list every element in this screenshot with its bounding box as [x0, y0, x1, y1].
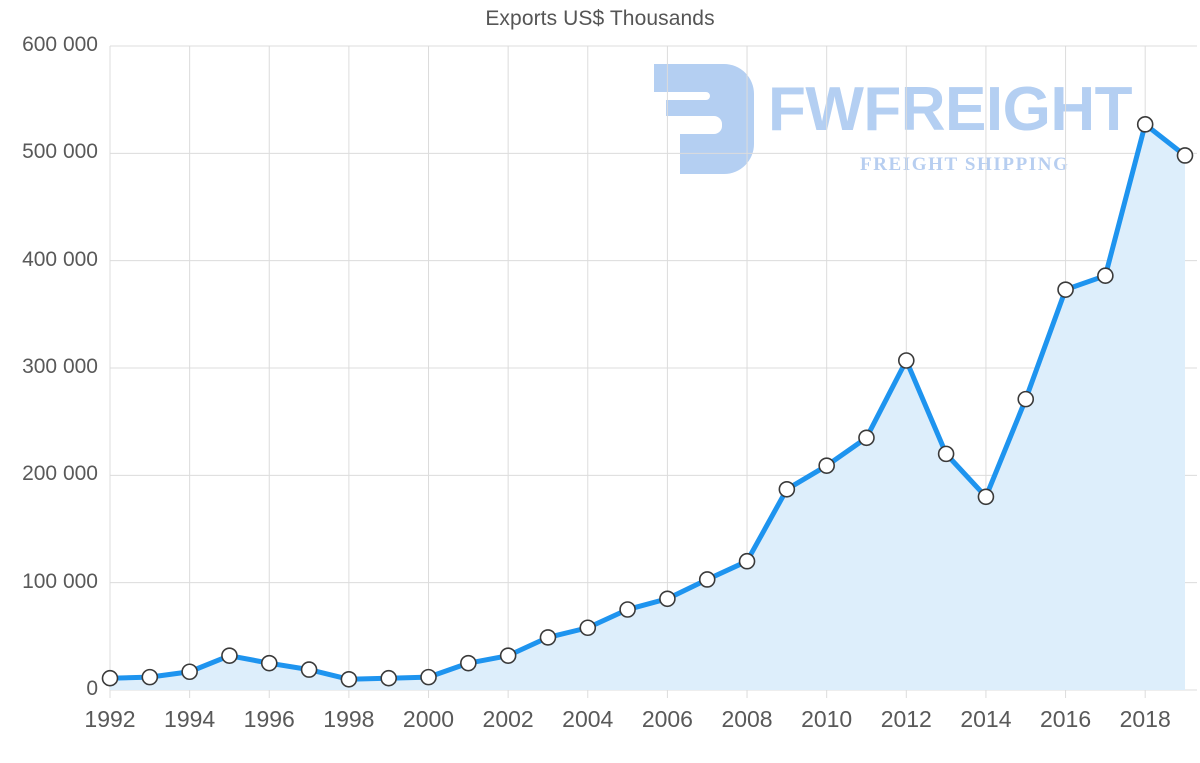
x-axis-tick-label: 2012: [880, 706, 932, 732]
x-axis-tick-label: 2008: [721, 706, 773, 732]
data-point[interactable]: [260, 654, 278, 672]
data-point[interactable]: [698, 571, 716, 588]
data-point[interactable]: [181, 663, 198, 681]
x-axis-tick-label: 2016: [1039, 706, 1092, 732]
x-axis-tick-label: 2000: [402, 706, 455, 732]
x-axis-tick-label: 2014: [960, 706, 1012, 732]
y-axis-tick-label: 100 000: [22, 569, 98, 593]
chart-title: Exports US$ Thousands: [485, 7, 715, 30]
x-axis-tick-label: 2006: [641, 706, 693, 732]
y-axis-tick-label: 600 000: [22, 33, 98, 56]
x-axis-tick-label: 2002: [482, 706, 534, 732]
data-point[interactable]: [420, 668, 437, 686]
data-point[interactable]: [221, 647, 238, 664]
y-axis-tick-label: 500 000: [22, 140, 98, 164]
series-area-fill: [110, 124, 1185, 691]
x-axis-tick-label: 2018: [1119, 706, 1171, 732]
data-point[interactable]: [1017, 390, 1035, 408]
data-point[interactable]: [380, 669, 398, 687]
data-point[interactable]: [460, 654, 477, 672]
data-point[interactable]: [659, 590, 676, 608]
data-point[interactable]: [1136, 116, 1154, 133]
x-axis-tick-label: 1994: [164, 706, 216, 732]
series-line: [107, 121, 1188, 682]
x-axis-tick-label: 1998: [323, 706, 375, 732]
data-point[interactable]: [300, 661, 318, 678]
data-point[interactable]: [818, 457, 835, 474]
data-point[interactable]: [897, 352, 915, 369]
data-point[interactable]: [579, 619, 597, 637]
data-point[interactable]: [977, 488, 995, 506]
x-axis-tick-label: 1992: [84, 706, 136, 732]
data-point[interactable]: [778, 480, 796, 498]
data-point[interactable]: [340, 670, 358, 688]
series-markers: [101, 116, 1194, 688]
data-point[interactable]: [738, 552, 756, 570]
y-axis-tick-label: 0: [86, 677, 98, 700]
data-point[interactable]: [101, 669, 119, 687]
data-point[interactable]: [937, 445, 955, 463]
data-point[interactable]: [858, 429, 875, 447]
y-axis-tick-label: 300 000: [22, 355, 98, 378]
data-point[interactable]: [619, 601, 636, 618]
data-point[interactable]: [499, 647, 517, 664]
x-axis-tick-label: 2004: [562, 706, 614, 732]
y-axis-tick-label: 400 000: [22, 247, 98, 271]
data-point[interactable]: [1176, 147, 1194, 164]
x-axis-tick-label: 2010: [801, 706, 853, 732]
data-point[interactable]: [1097, 267, 1114, 284]
data-point[interactable]: [1057, 281, 1074, 298]
data-point[interactable]: [539, 629, 557, 646]
data-point[interactable]: [141, 668, 159, 686]
y-axis-tick-label: 200 000: [22, 462, 98, 486]
x-axis-tick-label: 1996: [243, 706, 295, 732]
